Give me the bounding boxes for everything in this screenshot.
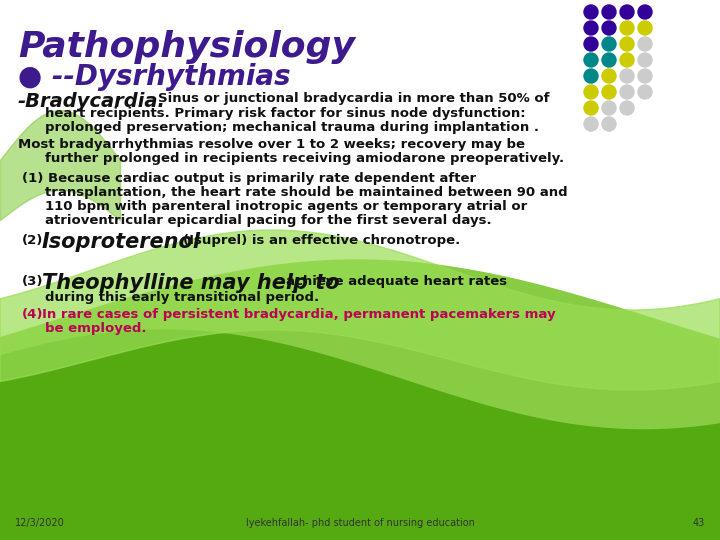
- Text: transplantation, the heart rate should be maintained between 90 and: transplantation, the heart rate should b…: [45, 186, 567, 199]
- Circle shape: [584, 53, 598, 67]
- Circle shape: [638, 53, 652, 67]
- Circle shape: [584, 117, 598, 131]
- Circle shape: [602, 37, 616, 51]
- Text: prolonged preservation; mechanical trauma during implantation .: prolonged preservation; mechanical traum…: [45, 121, 539, 134]
- Text: -Bradycardia.: -Bradycardia.: [18, 92, 166, 111]
- Circle shape: [584, 85, 598, 99]
- Text: (2): (2): [22, 234, 43, 247]
- Circle shape: [602, 85, 616, 99]
- Circle shape: [584, 101, 598, 115]
- Circle shape: [584, 37, 598, 51]
- Text: further prolonged in recipients receiving amiodarone preoperatively.: further prolonged in recipients receivin…: [45, 152, 564, 165]
- Circle shape: [602, 53, 616, 67]
- Text: (3): (3): [22, 275, 43, 288]
- Text: during this early transitional period.: during this early transitional period.: [45, 291, 319, 304]
- Text: ● --Dysrhythmias: ● --Dysrhythmias: [18, 63, 291, 91]
- Text: be employed.: be employed.: [45, 322, 146, 335]
- Circle shape: [620, 53, 634, 67]
- Circle shape: [638, 21, 652, 35]
- Text: (1) Because cardiac output is primarily rate dependent after: (1) Because cardiac output is primarily …: [22, 172, 476, 185]
- Circle shape: [620, 21, 634, 35]
- Circle shape: [620, 37, 634, 51]
- Text: achieve adequate heart rates: achieve adequate heart rates: [286, 275, 507, 288]
- Text: 43: 43: [693, 518, 705, 528]
- Circle shape: [602, 5, 616, 19]
- Text: atrioventricular epicardial pacing for the first several days.: atrioventricular epicardial pacing for t…: [45, 214, 492, 227]
- Circle shape: [638, 37, 652, 51]
- Circle shape: [584, 21, 598, 35]
- Text: 110 bpm with parenteral inotropic agents or temporary atrial or: 110 bpm with parenteral inotropic agents…: [45, 200, 527, 213]
- Text: heart recipients. Primary risk factor for sinus node dysfunction:: heart recipients. Primary risk factor fo…: [45, 107, 526, 120]
- Circle shape: [584, 5, 598, 19]
- Text: Pathophysiology: Pathophysiology: [18, 30, 355, 64]
- Circle shape: [620, 5, 634, 19]
- Text: In rare cases of persistent bradycardia, permanent pacemakers may: In rare cases of persistent bradycardia,…: [42, 308, 556, 321]
- Circle shape: [620, 101, 634, 115]
- Text: (Isuprel) is an effective chronotrope.: (Isuprel) is an effective chronotrope.: [183, 234, 460, 247]
- Text: Most bradyarrhythmias resolve over 1 to 2 weeks; recovery may be: Most bradyarrhythmias resolve over 1 to …: [18, 138, 525, 151]
- Circle shape: [602, 101, 616, 115]
- Circle shape: [584, 69, 598, 83]
- Text: Theophylline may help to: Theophylline may help to: [42, 273, 340, 293]
- Text: Isoproterenol: Isoproterenol: [42, 232, 201, 252]
- Circle shape: [638, 85, 652, 99]
- Text: (4): (4): [22, 308, 43, 321]
- Circle shape: [620, 85, 634, 99]
- Circle shape: [620, 69, 634, 83]
- Circle shape: [602, 69, 616, 83]
- Text: lyekehfallah- phd student of nursing education: lyekehfallah- phd student of nursing edu…: [246, 518, 474, 528]
- Circle shape: [638, 5, 652, 19]
- Circle shape: [602, 21, 616, 35]
- Text: Sinus or junctional bradycardia in more than 50% of: Sinus or junctional bradycardia in more …: [158, 92, 549, 105]
- Circle shape: [638, 69, 652, 83]
- Circle shape: [602, 117, 616, 131]
- Text: 12/3/2020: 12/3/2020: [15, 518, 65, 528]
